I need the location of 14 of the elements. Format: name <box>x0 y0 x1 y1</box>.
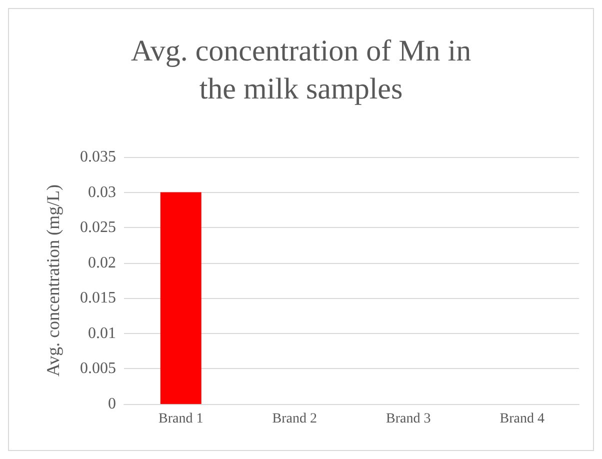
x-tick-label: Brand 3 <box>386 412 431 426</box>
chart-title: Avg. concentration of Mn in the milk samples <box>130 34 472 106</box>
y-tick-label: 0.02 <box>88 254 116 272</box>
y-tick-label: 0.005 <box>80 360 116 378</box>
y-tick-label: 0.035 <box>80 148 116 166</box>
x-tick-label: Brand 4 <box>500 412 544 426</box>
y-tick-label: 0.025 <box>80 219 116 236</box>
y-tick-label: 0.03 <box>88 184 116 201</box>
x-tick-label: Brand 1 <box>158 412 204 426</box>
y-axis-title: Avg. concentration (mg/L) <box>43 184 63 377</box>
y-tick-label: 0.015 <box>80 290 116 307</box>
y-tick-label: 0 <box>108 396 116 412</box>
x-tick-label: Brand 2 <box>272 412 317 426</box>
y-tick-label: 0.01 <box>88 324 116 342</box>
